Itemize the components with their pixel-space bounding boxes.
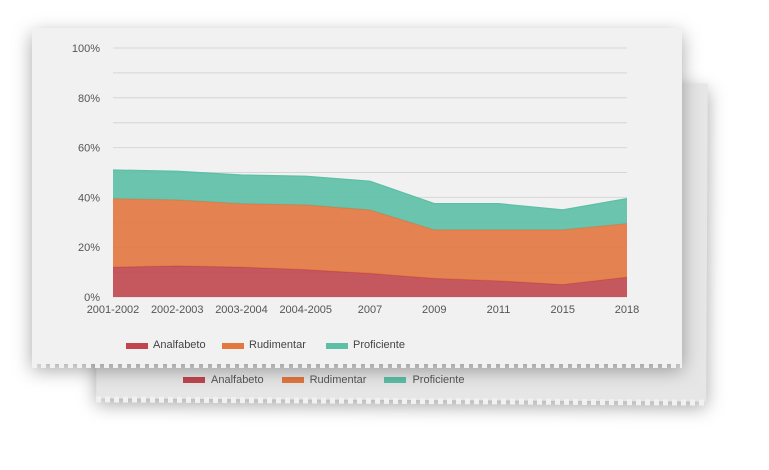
x-tick-label: 2011	[487, 304, 511, 316]
legend-swatch	[126, 343, 148, 349]
y-tick-label: 60%	[78, 143, 100, 155]
back-legend-label: Analfabeto	[211, 374, 264, 386]
x-tick-label: 2001-2002	[87, 304, 140, 316]
x-tick-label: 2015	[551, 304, 575, 316]
x-tick-label: 2007	[358, 304, 382, 316]
area-rudimentar	[113, 198, 627, 285]
legend-label: Analfabeto	[153, 339, 206, 351]
back-legend-swatch	[384, 377, 407, 383]
back-legend-item-rudimentar: Rudimentar	[281, 374, 367, 386]
legend-swatch	[222, 343, 244, 349]
legend-label: Rudimentar	[249, 339, 306, 351]
x-tick-label: 2009	[422, 304, 446, 316]
back-legend-label: Proficiente	[412, 374, 465, 386]
x-tick-label: 2002-2003	[151, 304, 204, 316]
legend-label: Proficiente	[353, 339, 405, 351]
y-tick-label: 0%	[84, 292, 100, 304]
back-legend-item-analfabeto: Analfabeto	[183, 374, 264, 386]
back-legend-item-proficiente: Proficiente	[384, 374, 464, 386]
legend-swatch	[326, 343, 348, 349]
x-tick-label: 2003-2004	[215, 304, 268, 316]
line-proficiente	[112, 169, 628, 211]
back-legend: Analfabeto Rudimentar Proficiente	[183, 374, 464, 386]
y-tick-label: 20%	[78, 242, 100, 254]
back-legend-swatch	[281, 377, 304, 383]
x-tick-label: 2004-2005	[279, 304, 332, 316]
back-legend-swatch	[183, 377, 205, 383]
y-tick-label: 40%	[78, 192, 100, 204]
area-analfabeto	[113, 265, 627, 297]
area-proficiente	[113, 170, 627, 230]
back-legend-label: Rudimentar	[309, 374, 367, 386]
y-tick-label: 80%	[78, 93, 100, 105]
y-tick-label: 100%	[72, 43, 100, 55]
x-tick-label: 2018	[615, 304, 639, 316]
